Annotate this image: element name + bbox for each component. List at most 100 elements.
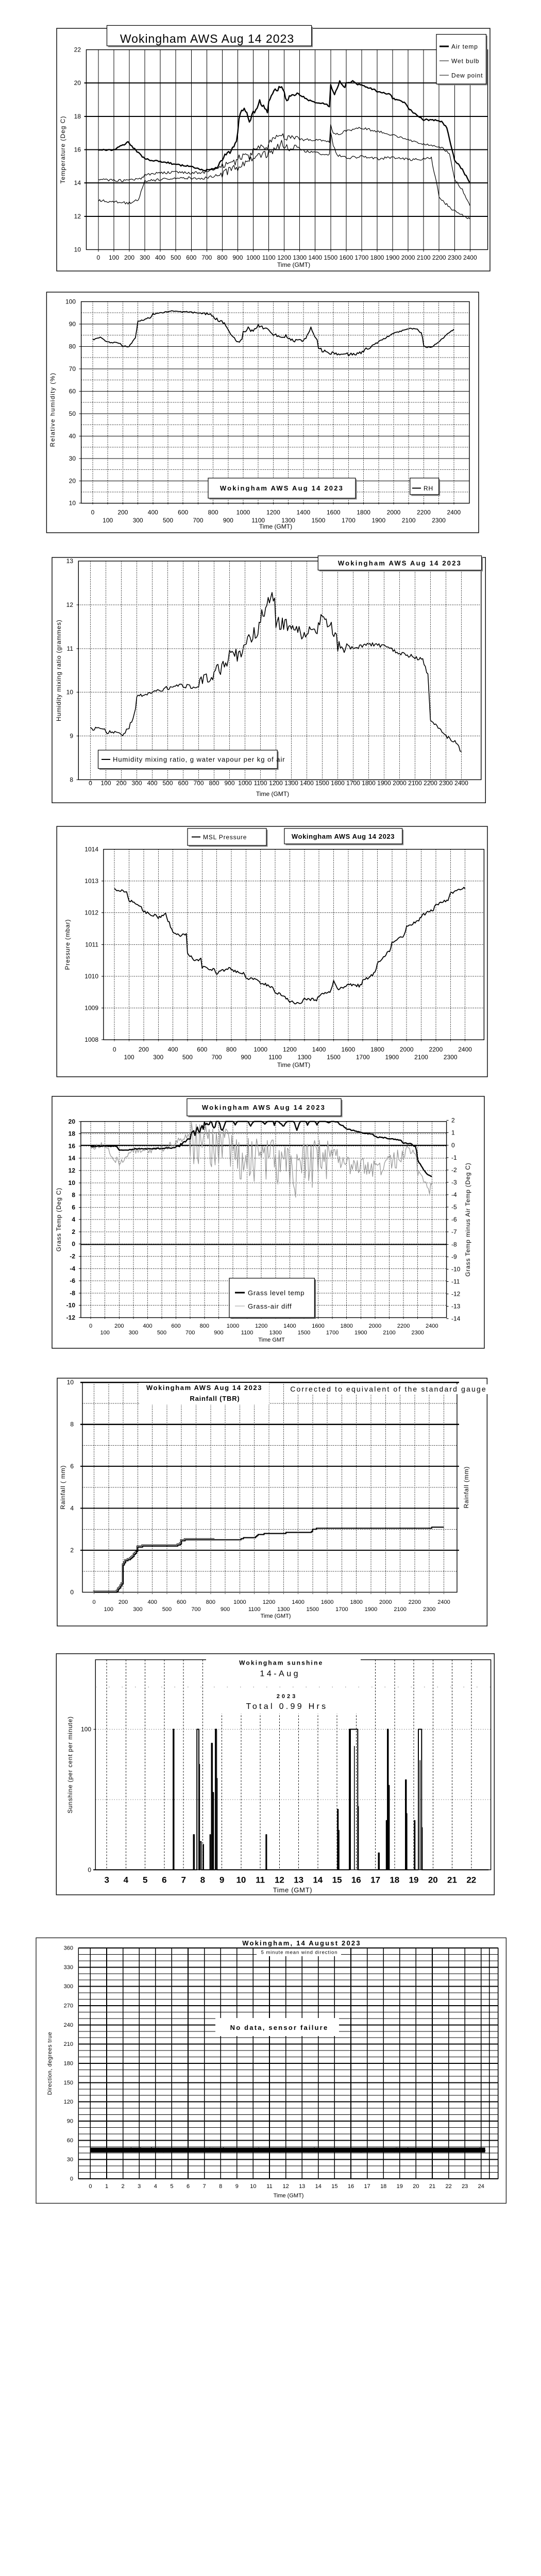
svg-text:RH: RH — [424, 485, 433, 492]
svg-text:210: 210 — [64, 2041, 73, 2047]
svg-text:1600: 1600 — [340, 254, 353, 261]
svg-text:4: 4 — [124, 1875, 129, 1885]
svg-text:300: 300 — [133, 1606, 142, 1613]
svg-text:100: 100 — [103, 517, 113, 524]
svg-text:1800: 1800 — [350, 1599, 362, 1605]
svg-text:2100: 2100 — [417, 254, 431, 261]
svg-text:100: 100 — [65, 298, 76, 306]
svg-text:2: 2 — [70, 1547, 74, 1554]
svg-text:900: 900 — [221, 1606, 230, 1613]
svg-text:Total 0.99 Hrs: Total 0.99 Hrs — [246, 1702, 328, 1711]
svg-text:7: 7 — [181, 1875, 185, 1885]
svg-text:2200: 2200 — [424, 779, 437, 787]
svg-text:600: 600 — [171, 1323, 180, 1329]
svg-text:500: 500 — [182, 1054, 193, 1061]
svg-text:14: 14 — [69, 1155, 76, 1162]
svg-text:360: 360 — [64, 1945, 73, 1952]
svg-text:12: 12 — [66, 601, 74, 608]
svg-text:0: 0 — [97, 254, 100, 261]
svg-text:Wokingham AWS Aug 14 2023: Wokingham AWS Aug 14 2023 — [220, 484, 344, 492]
svg-text:17: 17 — [364, 2183, 370, 2190]
svg-text:10: 10 — [69, 1179, 76, 1187]
svg-text:0: 0 — [88, 1866, 91, 1873]
svg-text:1200: 1200 — [255, 1323, 267, 1329]
svg-text:240: 240 — [64, 2022, 73, 2028]
svg-text:Direction, degrees true: Direction, degrees true — [47, 2032, 53, 2095]
svg-text:2200: 2200 — [417, 509, 431, 516]
svg-text:2000: 2000 — [393, 779, 407, 787]
svg-text:16: 16 — [74, 146, 81, 154]
svg-text:6: 6 — [70, 1463, 74, 1470]
svg-text:No data, sensor failure: No data, sensor failure — [230, 2024, 329, 2031]
svg-text:Rainfall ( mm): Rainfall ( mm) — [59, 1465, 66, 1510]
svg-text:7: 7 — [203, 2183, 206, 2190]
svg-text:2300: 2300 — [444, 1054, 458, 1061]
svg-text:330: 330 — [64, 1964, 73, 1971]
svg-text:13: 13 — [66, 557, 74, 565]
svg-text:1000: 1000 — [227, 1323, 239, 1329]
svg-text:21: 21 — [447, 1875, 457, 1885]
svg-text:18: 18 — [390, 1875, 399, 1885]
svg-text:90: 90 — [67, 2119, 73, 2125]
svg-text:600: 600 — [178, 509, 188, 516]
svg-text:-2: -2 — [70, 1253, 75, 1260]
svg-text:600: 600 — [197, 1046, 207, 1053]
svg-text:300: 300 — [64, 1984, 73, 1990]
svg-text:2000: 2000 — [379, 1599, 392, 1605]
svg-text:14: 14 — [313, 1875, 323, 1885]
svg-text:700: 700 — [191, 1606, 200, 1613]
svg-text:20: 20 — [69, 1118, 76, 1125]
svg-text:4: 4 — [70, 1505, 74, 1512]
svg-text:200: 200 — [114, 1323, 124, 1329]
svg-text:1900: 1900 — [371, 517, 385, 524]
svg-text:Rainfall (TBR): Rainfall (TBR) — [190, 1395, 240, 1402]
svg-text:2100: 2100 — [408, 779, 422, 787]
svg-text:-12: -12 — [66, 1314, 76, 1321]
svg-text:1000: 1000 — [253, 1046, 267, 1053]
svg-text:500: 500 — [162, 1606, 172, 1613]
svg-text:10: 10 — [66, 689, 74, 696]
svg-text:1200: 1200 — [263, 1599, 275, 1605]
svg-text:1300: 1300 — [281, 517, 295, 524]
svg-text:1400: 1400 — [292, 1599, 304, 1605]
svg-text:10: 10 — [236, 1875, 246, 1885]
svg-text:200: 200 — [139, 1046, 149, 1053]
svg-text:1010: 1010 — [84, 973, 98, 980]
svg-text:1200: 1200 — [266, 509, 280, 516]
svg-text:Wokingham AWS Aug 14 2023: Wokingham AWS Aug 14 2023 — [146, 1384, 262, 1392]
svg-text:100: 100 — [104, 1606, 113, 1613]
svg-text:300: 300 — [140, 254, 150, 261]
svg-text:9: 9 — [70, 733, 73, 740]
svg-text:-4: -4 — [70, 1265, 75, 1272]
svg-text:70: 70 — [69, 365, 76, 372]
svg-text:Relative humidity (%): Relative humidity (%) — [49, 372, 56, 447]
svg-text:5 minute mean wind direction: 5 minute mean wind direction — [261, 1950, 338, 1956]
svg-text:2000: 2000 — [401, 254, 415, 261]
svg-text:1200: 1200 — [269, 779, 283, 787]
svg-text:100: 100 — [124, 1054, 134, 1061]
svg-text:Air temp: Air temp — [451, 43, 478, 50]
svg-text:-6: -6 — [70, 1277, 75, 1284]
svg-text:Grass-air diff: Grass-air diff — [248, 1302, 292, 1310]
svg-text:700: 700 — [193, 517, 203, 524]
svg-text:120: 120 — [64, 2099, 73, 2105]
svg-text:1900: 1900 — [385, 1054, 399, 1061]
svg-text:900: 900 — [223, 517, 233, 524]
svg-text:Pressure (mbar): Pressure (mbar) — [64, 919, 71, 970]
svg-text:200: 200 — [124, 254, 134, 261]
svg-text:300: 300 — [133, 517, 143, 524]
svg-text:Humidity mixing ratio, g water: Humidity mixing ratio, g water vapour pe… — [113, 756, 285, 764]
svg-text:-4: -4 — [451, 1191, 457, 1198]
svg-text:80: 80 — [69, 343, 76, 350]
svg-text:600: 600 — [178, 779, 188, 787]
svg-text:19: 19 — [397, 2183, 403, 2190]
svg-text:1100: 1100 — [254, 779, 267, 787]
svg-text:0: 0 — [451, 1142, 455, 1149]
svg-text:5: 5 — [170, 2183, 173, 2190]
svg-text:500: 500 — [157, 1330, 166, 1336]
svg-text:2300: 2300 — [423, 1606, 435, 1613]
svg-text:-3: -3 — [451, 1179, 457, 1186]
svg-text:-8: -8 — [451, 1241, 457, 1248]
svg-text:400: 400 — [148, 1599, 157, 1605]
svg-text:700: 700 — [201, 254, 212, 261]
